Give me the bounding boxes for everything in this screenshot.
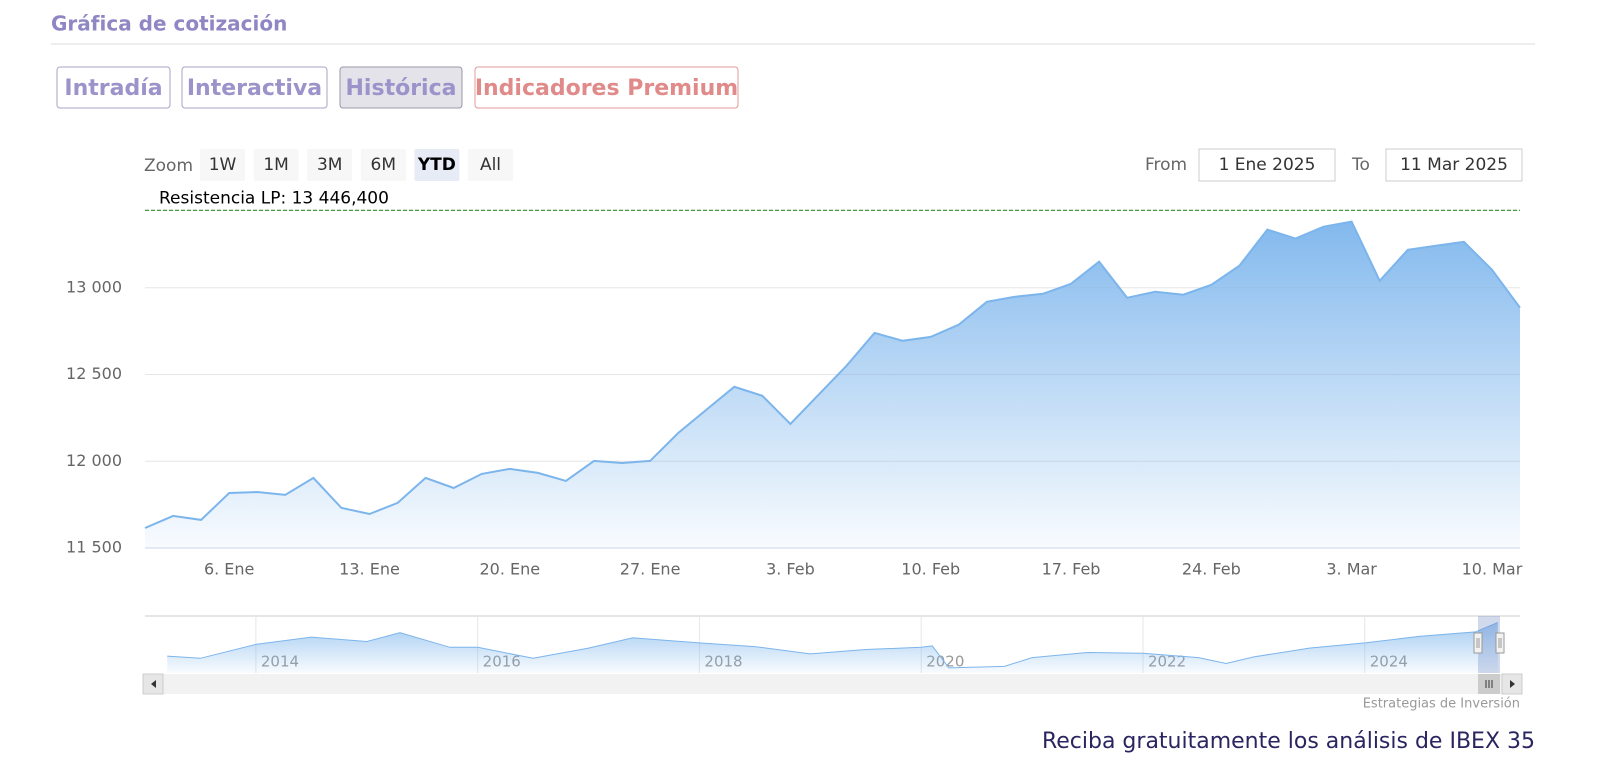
chart-credit: Estrategias de Inversión [1363,697,1520,712]
zoom-button[interactable] [360,149,406,181]
section-title: Gráfica de cotización [51,12,287,36]
navigator-selection[interactable] [1478,616,1500,673]
tab-label[interactable]: Interactiva [187,76,322,101]
navigator-handle[interactable] [1473,632,1483,654]
tab-bar: Intradía Interactiva Histórica Indicadores … [56,66,739,109]
resistance-label: Resistencia LP: 13 446,400 [159,188,389,208]
x-tick-label: 10. Feb [901,560,960,579]
range-selector: Zoom 1W 1M 3M 6M YTD All From 1 Ene 2025 To 11 Mar… [144,148,1523,182]
zoom-button-label[interactable]: 6M [371,155,396,175]
price-line [167,621,1498,669]
zoom-button[interactable] [253,149,299,181]
zoom-label: Zoom [144,156,193,176]
x-tick-label: 13. Ene [339,560,400,579]
price-line [144,220,1521,529]
to-value[interactable]: 11 Mar 2025 [1400,155,1508,175]
x-tick-label: 3. Mar [1326,560,1377,579]
zoom-button-label[interactable]: 3M [317,155,342,175]
tab-button[interactable] [339,66,463,109]
to-input[interactable] [1385,148,1523,182]
x-tick-label: 20. Ene [479,560,540,579]
x-tick-label: 3. Feb [766,560,815,579]
y-tick-label: 12 500 [66,364,122,383]
zoom-button-label[interactable]: 1M [263,155,288,175]
zoom-button[interactable] [414,149,460,181]
tab-button[interactable] [474,66,739,109]
cta-text[interactable]: Reciba gratuitamente los análisis de IBE… [1042,729,1535,754]
tab-button[interactable] [56,66,171,109]
y-tick-label: 13 000 [66,277,122,296]
navigator: 201420162018202020222024 [142,615,1523,695]
zoom-button[interactable] [307,149,353,181]
scroll-right-arrow [1510,680,1515,688]
to-label: To [1351,155,1370,175]
x-tick-label: 24. Feb [1182,560,1241,579]
area-fill [167,622,1498,673]
navigator-handle[interactable] [1495,632,1505,654]
y-tick-label: 11 500 [66,538,122,557]
tab-button[interactable] [181,66,328,109]
x-tick-label: 6. Ene [204,560,254,579]
zoom-button-label[interactable]: 1W [209,155,237,175]
from-label: From [1145,155,1187,175]
zoom-button-label[interactable]: All [480,155,501,175]
x-tick-label: 27. Ene [620,560,681,579]
x-tick-label: 10. Mar [1462,560,1523,579]
zoom-button[interactable] [468,149,513,181]
scrollbar-track[interactable] [145,674,1520,694]
zoom-button-label[interactable]: YTD [417,155,456,175]
from-value[interactable]: 1 Ene 2025 [1219,155,1316,175]
zoom-button[interactable] [200,149,245,181]
area-fill [145,221,1520,548]
tab-label[interactable]: Intradía [64,76,162,101]
price-chart: 11 500 12 000 12 500 13 000 6. Ene 13. Ene 20.… [66,188,1523,578]
tab-label[interactable]: Indicadores Premium [475,76,738,101]
from-input[interactable] [1198,148,1336,182]
y-tick-label: 12 000 [66,451,122,470]
tab-label[interactable]: Histórica [346,76,457,101]
scroll-left-arrow [151,680,156,688]
x-tick-label: 17. Feb [1042,560,1101,579]
